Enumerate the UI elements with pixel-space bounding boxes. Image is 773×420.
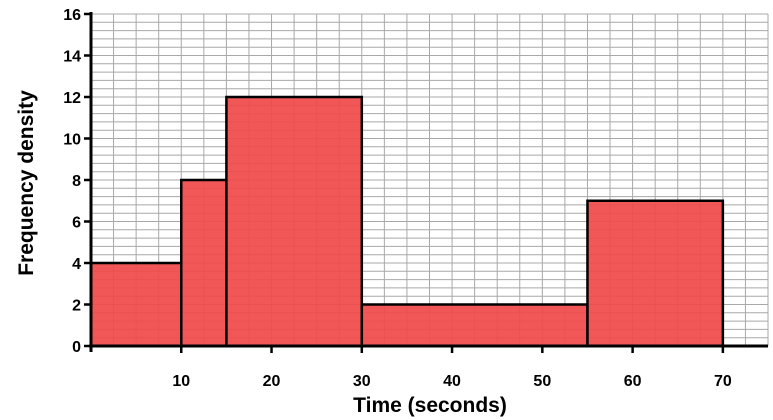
x-tick-label: 50 (533, 373, 551, 390)
histogram-bar (586, 199, 725, 348)
x-tick-label: 30 (353, 373, 371, 390)
x-tick-label: 10 (172, 373, 190, 390)
histogram-bars (89, 95, 725, 348)
tick-labels: 0 2 4 6 8 10 12 14 16 10 20 30 40 50 60 70 (63, 7, 732, 390)
y-tick-label: 14 (63, 49, 81, 66)
x-tick-label: 60 (624, 373, 642, 390)
y-tick-label: 8 (72, 173, 81, 190)
histogram-bar (89, 261, 183, 348)
y-tick-label: 16 (63, 7, 81, 24)
x-tick-label: 70 (714, 373, 732, 390)
y-tick-label: 2 (72, 298, 81, 315)
y-axis-title: Frequency density (15, 90, 38, 276)
histogram-bar (225, 95, 364, 348)
x-axis-title: Time (seconds) (353, 394, 507, 417)
y-tick-label: 4 (72, 256, 81, 273)
y-tick-label: 6 (72, 215, 81, 232)
y-tick-label: 12 (63, 90, 81, 107)
x-tick-label: 40 (443, 373, 461, 390)
axes (84, 12, 768, 353)
histogram-bar (360, 303, 589, 348)
y-tick-label: 0 (72, 339, 81, 356)
x-tick-label: 20 (263, 373, 281, 390)
y-tick-label: 10 (63, 132, 81, 149)
histogram-bar (180, 178, 228, 348)
